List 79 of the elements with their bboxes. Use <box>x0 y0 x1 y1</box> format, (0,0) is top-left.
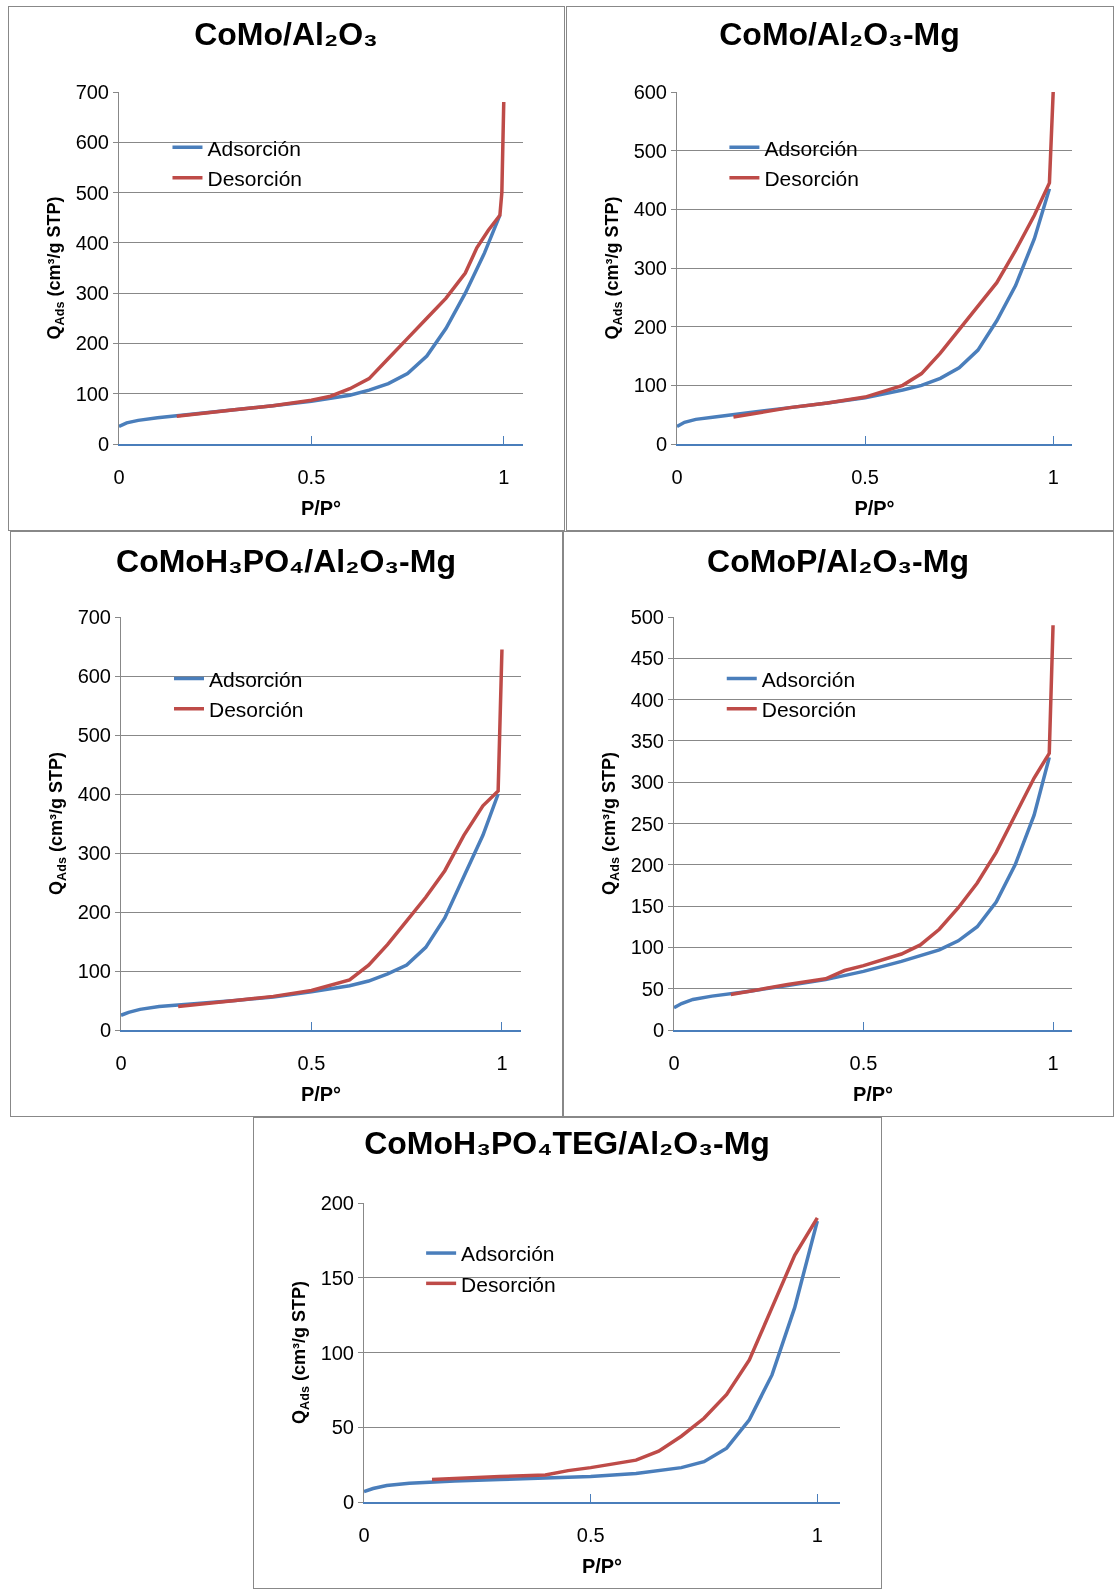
y-tick-label: 100 <box>633 374 667 397</box>
x-axis-title: P/P° <box>300 496 342 519</box>
x-tick-label: 1 <box>496 1051 508 1074</box>
x-tick-label: 1 <box>811 1523 823 1546</box>
y-tick-label: 0 <box>342 1491 354 1513</box>
y-tick-label: 0 <box>655 433 667 455</box>
line-series <box>430 1216 820 1482</box>
line-series <box>729 623 1055 997</box>
y-tick-label: 450 <box>630 647 664 670</box>
legend-label: Adsorción <box>207 136 301 160</box>
y-tick-label: 300 <box>630 771 664 794</box>
y-tick-label: 300 <box>75 282 109 305</box>
x-axis-title: P/P° <box>852 1082 894 1105</box>
legend-label: Adsorción <box>209 667 303 691</box>
y-tick-label: 150 <box>320 1266 354 1289</box>
y-tick-label: 100 <box>77 960 111 982</box>
y-tick-label: 700 <box>75 81 109 103</box>
legend-label: Desorción <box>764 166 859 190</box>
y-tick-label: 400 <box>75 231 109 254</box>
x-tick-label: 0.5 <box>297 465 326 488</box>
y-tick-label: 100 <box>630 936 664 959</box>
x-tick-label: 0.5 <box>849 1051 878 1074</box>
line-series <box>174 100 506 419</box>
legend-label: Desorción <box>209 697 304 721</box>
legend-label: Desorción <box>207 166 303 190</box>
y-tick-label: 0 <box>652 1019 664 1041</box>
legend-label: Adsorción <box>761 667 856 691</box>
x-axis-title: P/P° <box>300 1082 342 1105</box>
y-tick-label: 400 <box>630 688 664 711</box>
chart-title: CoMoH₃PO₄/Al₂O₃-Mg <box>116 542 456 579</box>
x-tick-label: 1 <box>498 465 510 488</box>
chart-title: CoMo/Al₂O₃-Mg <box>719 16 960 53</box>
y-tick-label: 0 <box>99 1019 111 1041</box>
y-tick-label: 100 <box>320 1341 354 1364</box>
chart-title: CoMoP/Al₂O₃-Mg <box>707 542 969 579</box>
y-tick-label: 300 <box>633 257 667 279</box>
y-tick-label: 200 <box>633 315 667 338</box>
x-tick-label: 0 <box>671 465 683 488</box>
x-axis-title: P/P° <box>854 496 895 519</box>
legend-label: Desorción <box>761 697 857 721</box>
y-tick-label: 500 <box>633 139 667 162</box>
x-tick-label: 1 <box>1047 465 1059 488</box>
x-tick-label: 1 <box>1047 1051 1059 1074</box>
y-tick-label: 500 <box>75 181 109 204</box>
legend-label: Adsorción <box>461 1242 555 1266</box>
y-tick-label: 700 <box>77 606 111 628</box>
x-tick-label: 0.5 <box>297 1051 326 1074</box>
y-tick-label: 50 <box>331 1416 354 1439</box>
chart-title: CoMo/Al₂O₃ <box>194 16 378 53</box>
y-tick-label: 400 <box>633 198 667 221</box>
y-tick-label: 200 <box>320 1192 354 1214</box>
y-tick-label: 200 <box>77 901 111 923</box>
y-tick-label: 50 <box>641 977 664 1000</box>
y-tick-label: 0 <box>97 433 109 455</box>
y-tick-label: 600 <box>77 665 111 687</box>
y-tick-label: 500 <box>630 606 664 628</box>
x-axis-title: P/P° <box>581 1554 623 1577</box>
y-tick-label: 500 <box>77 724 111 746</box>
y-tick-label: 100 <box>75 382 109 405</box>
legend-label: Adsorción <box>764 136 858 160</box>
line-series <box>731 92 1055 419</box>
y-tick-label: 400 <box>77 783 111 805</box>
x-tick-label: 0.5 <box>851 465 880 488</box>
y-tick-label: 300 <box>77 842 111 864</box>
y-tick-label: 600 <box>633 81 667 103</box>
y-tick-label: 250 <box>630 812 664 835</box>
y-tick-label: 200 <box>75 332 109 355</box>
legend-label: Desorción <box>461 1272 556 1296</box>
x-tick-label: 0 <box>358 1523 370 1546</box>
y-tick-label: 350 <box>630 729 664 752</box>
x-tick-label: 0 <box>113 465 125 488</box>
x-tick-label: 0 <box>115 1051 127 1074</box>
x-tick-label: 0.5 <box>576 1523 605 1546</box>
y-tick-label: 150 <box>630 895 664 918</box>
line-series <box>364 1219 820 1494</box>
y-tick-label: 200 <box>630 853 664 876</box>
line-series <box>176 647 504 1009</box>
chart-title: CoMoH₃PO₄TEG/Al₂O₃-Mg <box>364 1125 770 1162</box>
y-tick-label: 600 <box>75 131 109 154</box>
